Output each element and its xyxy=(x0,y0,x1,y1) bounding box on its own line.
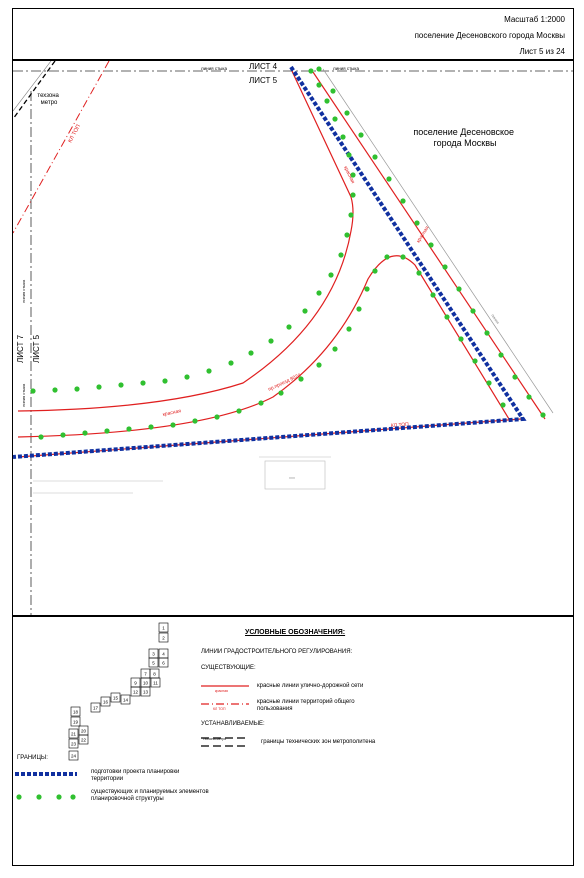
sheet-index-label: 7 xyxy=(144,672,147,677)
metro-sample-text: техзона метро xyxy=(203,737,227,741)
settlement-label-line1: поселение Десеновское xyxy=(413,127,514,137)
red-label-bottom: красная xyxy=(162,408,182,418)
techzone-label-line1: техзона xyxy=(37,93,59,99)
red-line-curve-north xyxy=(17,68,354,412)
red-street-sample-text: красная xyxy=(215,689,228,693)
sheet-index-label: 23 xyxy=(71,742,77,747)
sheet-index-label: 22 xyxy=(81,738,87,743)
legend-red-street: красные линии улично-дорожной сети xyxy=(257,683,364,689)
sheet-index-label: 9 xyxy=(134,681,137,686)
techzone-label-line2: метро xyxy=(41,100,58,106)
sheet-index-cell xyxy=(158,657,169,668)
sheet-label-top: ЛИСТ 4 xyxy=(249,62,278,71)
sheet-label-left-inner: ЛИСТ 5 xyxy=(32,334,41,363)
techzone-label: техзона метро xyxy=(37,93,60,106)
sheet-index-cell xyxy=(158,632,169,643)
planning-project-boundary xyxy=(13,65,527,459)
building-outline xyxy=(33,456,331,494)
settlement-label: поселение Десеновское города Москвы xyxy=(413,127,516,148)
sheet-index-label: 8 xyxy=(153,672,156,677)
joint-line-label-left-upper: линия стыка xyxy=(21,279,26,303)
planning-boundary-sample xyxy=(15,772,77,776)
planning-element-dots xyxy=(30,66,546,440)
building-label: ххх xyxy=(289,475,295,480)
sheet-index-label: 20 xyxy=(81,729,87,734)
sheet-index-cell xyxy=(140,686,151,697)
legend-borders-heading: ГРАНИЦЫ: xyxy=(17,755,48,761)
kl-top-label-south: КЛ ТОП xyxy=(391,422,410,429)
sheet-index-label: 14 xyxy=(123,698,129,703)
sheet-index-label: 24 xyxy=(71,754,77,759)
sheet-index-cell xyxy=(150,677,161,688)
legend-planning-project: подготовки проекта планировки территории xyxy=(91,769,180,782)
sheet-index-cell xyxy=(70,716,81,727)
sheet-index-cell xyxy=(90,702,101,713)
sheet-index-cell xyxy=(68,728,79,739)
sheet-index-label: 12 xyxy=(133,690,139,695)
sheet-index-cell xyxy=(130,686,141,697)
metro-zone-line-sample xyxy=(201,737,249,747)
sheet-index-label: 16 xyxy=(103,700,109,705)
red-public-sample-text: КЛ ТОП xyxy=(213,707,226,711)
sheet-number: Лист 5 из 24 xyxy=(519,47,565,56)
techzone-metro-boundary xyxy=(13,61,56,120)
sheet-index-label: 3 xyxy=(152,652,155,657)
red-public-line-sample xyxy=(201,703,249,705)
gray-boundary-line xyxy=(322,68,554,414)
sheet-index-cell xyxy=(110,692,121,703)
sheet-index-label: 15 xyxy=(113,696,119,701)
sheet-index-label: 13 xyxy=(143,690,149,695)
sheet-index-cell xyxy=(68,738,79,749)
sheet-index-label: 19 xyxy=(73,720,79,725)
legend-metro-zones: границы технических зон метрополитена xyxy=(261,739,376,745)
sheet-index-label: 5 xyxy=(152,661,155,666)
sheet-index-label: 10 xyxy=(143,681,149,686)
settlement-text: поселение Десеновского города Москвы xyxy=(414,31,565,40)
sheet-index-label: 18 xyxy=(73,710,79,715)
sheet-index-label: 4 xyxy=(162,652,165,657)
red-street-line-sample xyxy=(201,685,249,687)
sheet-index-label: 11 xyxy=(153,681,158,686)
joint-line-label-top-left: линия стыка xyxy=(201,66,227,71)
sheet-index-label: 1 xyxy=(162,626,165,631)
kl-top-red-line-nw xyxy=(13,61,110,234)
sheet-index-label: 2 xyxy=(162,636,165,641)
joint-line-label-top-right: линия стыка xyxy=(333,66,359,71)
sheet-index-cell xyxy=(68,750,79,761)
legend-title: УСЛОВНЫЕ ОБОЗНАЧЕНИЯ: xyxy=(245,629,346,636)
legend-regulation-heading: ЛИНИИ ГРАДОСТРОИТЕЛЬНОГО РЕГУЛИРОВАНИЯ: xyxy=(201,649,353,655)
planning-elements-sample xyxy=(16,794,76,800)
scale-text: Масштаб 1:2000 xyxy=(504,15,565,24)
legend-elements: существующих и планируемых элементов пла… xyxy=(91,789,209,802)
legend-established-heading: УСТАНАВЛИВАЕМЫЕ: xyxy=(201,721,265,727)
map-canvas: ххх линия стыка линия стыка ЛИСТ 4 ЛИСТ … xyxy=(13,61,573,615)
gray-line-label: линия xyxy=(490,313,500,325)
title-block: Масштаб 1:2000 поселение Десеновского го… xyxy=(12,8,574,60)
techzone-thin-line xyxy=(13,61,52,112)
legend-existing-heading: СУЩЕСТВУЮЩИЕ: xyxy=(201,665,256,671)
legend-panel: 1 2 3 4 5 6 7 8 9 10 11 12 13 14 15 16 17 18 19 20 21 22 23 24 … xyxy=(12,616,574,866)
sheet-index-cell xyxy=(78,734,89,745)
sheet-index-cell xyxy=(70,706,81,717)
sheet-index-label: 17 xyxy=(93,706,99,711)
sheet-label-left-outer: ЛИСТ 7 xyxy=(16,334,25,363)
map-panel: ххх линия стыка линия стыка ЛИСТ 4 ЛИСТ … xyxy=(12,60,574,616)
sheet-index-cell xyxy=(148,657,159,668)
sheet-index-cell xyxy=(120,694,131,705)
joint-line-label-left-lower: линия стыка xyxy=(21,383,26,407)
settlement-label-line2: города Москвы xyxy=(434,138,497,148)
sheet-index-label: 21 xyxy=(71,732,77,737)
legend-red-public: красные линии территорий общего пользова… xyxy=(257,699,355,712)
sheet-label-bottom: ЛИСТ 5 xyxy=(249,76,278,85)
sheet-index-cell xyxy=(158,622,169,633)
sheet-index-label: 6 xyxy=(162,661,165,666)
sheet-index-cell xyxy=(100,696,111,707)
red-line-diagonal xyxy=(310,68,546,420)
kl-top-label-nw: КЛ ТОП xyxy=(67,124,82,144)
red-line-loop xyxy=(17,255,510,438)
passage-label: пр.проезд 8024 xyxy=(267,372,302,393)
